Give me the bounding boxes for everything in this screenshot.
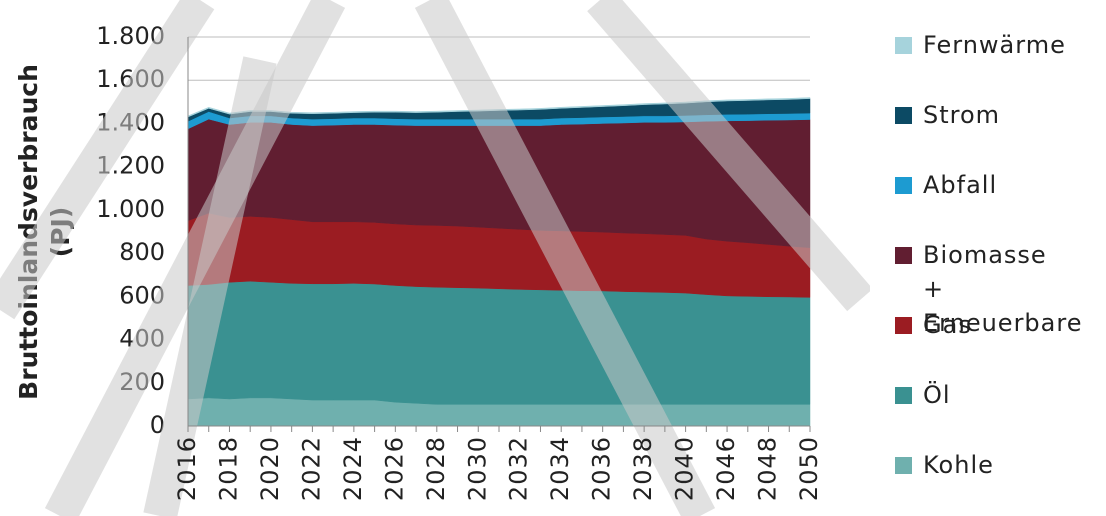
legend-swatch	[895, 457, 912, 474]
legend-swatch	[895, 107, 912, 124]
area	[187, 280, 811, 405]
area	[187, 97, 811, 118]
y-tick-label: 1.000	[96, 195, 165, 223]
watermark	[0, 0, 870, 516]
legend-label: Abfall	[923, 171, 998, 199]
x-tick-label: 2030	[463, 436, 491, 501]
legend-label: Öl	[923, 381, 951, 409]
x-tick-label: 2020	[256, 436, 284, 501]
x-tick-label: 2022	[297, 436, 325, 501]
legend-label: Kohle	[923, 451, 994, 479]
legend-swatch	[895, 387, 912, 404]
chart: Bruttoinlandsverbrauch (PJ) 020040060080…	[0, 0, 870, 516]
x-tick-label: 2028	[422, 436, 450, 501]
x-tick-label: 2016	[173, 436, 201, 501]
legend-label: Strom	[923, 101, 1001, 129]
x-tick-label: 2046	[712, 436, 740, 501]
legend-swatch	[895, 317, 912, 334]
legend-swatch	[895, 247, 912, 264]
legend-label: Fernwärme	[923, 31, 1066, 59]
y-tick-label: 800	[119, 238, 165, 266]
legend-label: Biomasse + Erneuerbare	[923, 241, 1083, 337]
x-tick-label: 2040	[671, 436, 699, 501]
legend-label: Gas	[923, 311, 972, 339]
x-tick-label: 2018	[214, 436, 242, 501]
x-tick-label: 2048	[754, 436, 782, 501]
legend-swatch	[895, 37, 912, 54]
x-tick-label: 2026	[380, 436, 408, 501]
x-tick-label: 2036	[588, 436, 616, 501]
x-tick-label: 2050	[795, 436, 823, 501]
legend: Fernwärme Strom Abfall Biomasse + Erneuerba…	[895, 0, 1095, 516]
x-tick-label: 2032	[505, 436, 533, 501]
x-tick-label: 2034	[546, 436, 574, 501]
legend-swatch	[895, 177, 912, 194]
x-tick-label: 2024	[339, 436, 367, 501]
x-tick-label: 2038	[629, 436, 657, 501]
